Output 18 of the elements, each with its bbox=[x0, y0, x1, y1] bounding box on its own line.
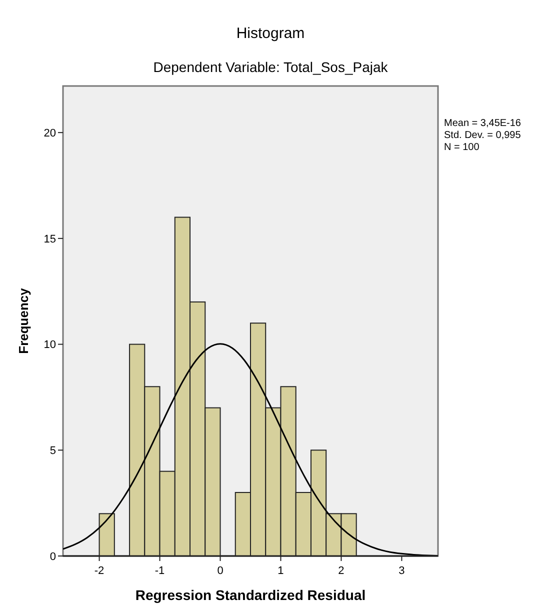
y-tick-label: 15 bbox=[44, 233, 56, 246]
text: Mean = 3,45E-16 bbox=[444, 118, 522, 129]
x-axis-title: Regression Standardized Residual bbox=[135, 587, 366, 603]
chart-title: Histogram bbox=[236, 25, 305, 42]
y-tick-label: 10 bbox=[44, 339, 56, 352]
y-tick-label: 5 bbox=[50, 444, 56, 457]
x-tick-label: 1 bbox=[278, 565, 284, 577]
y-tick-label: 0 bbox=[50, 550, 56, 563]
chart-subtitle: Dependent Variable: Total_Sos_Pajak bbox=[153, 59, 389, 75]
x-tick-label: -2 bbox=[94, 565, 104, 577]
text: Std. Dev. = 0,995 bbox=[444, 130, 522, 141]
y-tick-label: 20 bbox=[44, 127, 56, 140]
text: N = 100 bbox=[444, 142, 480, 153]
y-axis-title: Frequency bbox=[16, 287, 31, 354]
x-tick-label: 3 bbox=[398, 565, 405, 577]
x-tick-label: 2 bbox=[338, 565, 344, 577]
x-tick-label: -1 bbox=[154, 565, 165, 577]
x-tick-label: 0 bbox=[217, 565, 224, 577]
